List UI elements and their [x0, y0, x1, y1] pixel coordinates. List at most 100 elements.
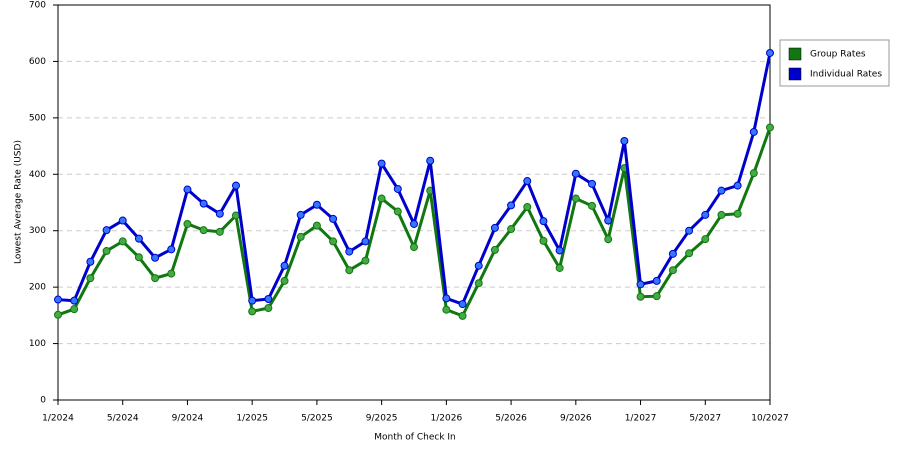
data-point	[685, 226, 694, 235]
data-point	[54, 310, 62, 319]
data-point	[312, 200, 321, 209]
data-point	[701, 210, 710, 219]
data-point	[280, 276, 289, 285]
data-point	[215, 227, 224, 236]
data-point	[685, 249, 694, 258]
data-point	[296, 232, 305, 241]
data-point	[652, 276, 661, 285]
data-point	[766, 48, 774, 57]
data-point	[393, 207, 402, 216]
data-point	[571, 194, 580, 203]
data-point	[458, 300, 467, 309]
data-point	[329, 214, 338, 223]
data-point	[232, 181, 240, 190]
data-point	[248, 307, 257, 316]
data-point	[442, 305, 451, 314]
x-tick-label: 1/2026	[431, 414, 463, 424]
data-point	[442, 294, 451, 303]
x-tick-label: 1/2025	[236, 414, 268, 424]
data-point	[361, 237, 370, 246]
data-point	[102, 247, 111, 256]
data-point	[183, 219, 192, 228]
legend-swatch	[788, 47, 802, 61]
data-point	[523, 203, 532, 212]
x-tick-label: 9/2024	[172, 414, 204, 424]
data-point	[474, 279, 483, 288]
data-point	[588, 201, 596, 210]
data-point	[345, 266, 354, 275]
data-point	[604, 235, 613, 244]
data-point	[523, 177, 532, 186]
data-point	[264, 304, 273, 313]
legend-label: Group Rates	[810, 50, 866, 60]
data-point	[490, 223, 499, 232]
x-tick-label: 9/2025	[366, 414, 398, 424]
data-point	[118, 237, 127, 246]
x-tick-label: 10/2027	[751, 414, 788, 424]
data-point	[766, 123, 774, 132]
x-tick-label: 5/2024	[107, 414, 139, 424]
data-point	[652, 292, 661, 301]
x-tick-label: 5/2026	[495, 414, 527, 424]
data-point	[264, 294, 273, 303]
data-point	[620, 136, 629, 145]
data-point	[86, 257, 95, 266]
data-point	[199, 226, 208, 235]
x-tick-label: 1/2027	[625, 414, 657, 424]
data-point	[733, 181, 742, 190]
data-point	[151, 274, 160, 283]
y-tick-label: 200	[29, 283, 46, 293]
data-point	[555, 263, 564, 272]
data-point	[377, 159, 386, 168]
data-point	[507, 225, 516, 234]
series-line	[57, 52, 772, 306]
data-point	[474, 261, 483, 270]
data-point	[183, 185, 192, 194]
data-point	[588, 179, 596, 188]
data-point	[134, 234, 143, 243]
data-point	[345, 247, 354, 256]
data-point	[668, 249, 677, 258]
data-point	[410, 243, 418, 252]
y-tick-label: 500	[29, 113, 46, 123]
data-point	[555, 246, 564, 255]
data-point	[458, 311, 467, 320]
data-point	[539, 217, 548, 226]
y-tick-label: 100	[29, 339, 46, 349]
data-point	[636, 280, 645, 289]
data-point	[604, 216, 613, 225]
data-point	[361, 256, 370, 265]
data-point	[280, 261, 289, 270]
data-point	[199, 199, 208, 208]
legend-swatch	[788, 67, 802, 81]
data-point	[733, 209, 742, 218]
data-point	[296, 210, 305, 219]
data-point	[426, 156, 435, 165]
data-point	[377, 194, 386, 203]
x-axis-label: Month of Check In	[374, 433, 456, 443]
data-point	[717, 186, 726, 195]
data-point	[70, 296, 79, 305]
y-axis-label: Lowest Average Rate (USD)	[14, 140, 24, 264]
y-tick-label: 700	[29, 1, 46, 11]
data-point	[70, 305, 79, 314]
data-point	[312, 221, 321, 230]
data-point	[134, 253, 143, 262]
data-point	[215, 209, 224, 218]
data-point	[393, 184, 402, 193]
y-tick-label: 600	[29, 57, 46, 67]
data-point	[329, 237, 338, 246]
y-tick-label: 300	[29, 226, 46, 236]
x-tick-label: 9/2026	[560, 414, 592, 424]
data-point	[118, 216, 127, 225]
data-point	[248, 296, 257, 305]
data-point	[102, 226, 111, 235]
data-point	[749, 127, 758, 136]
data-point	[701, 235, 710, 244]
plot-frame	[57, 4, 771, 401]
data-point	[167, 269, 176, 278]
data-point	[490, 245, 499, 254]
data-point	[410, 219, 418, 228]
data-point	[167, 245, 176, 254]
